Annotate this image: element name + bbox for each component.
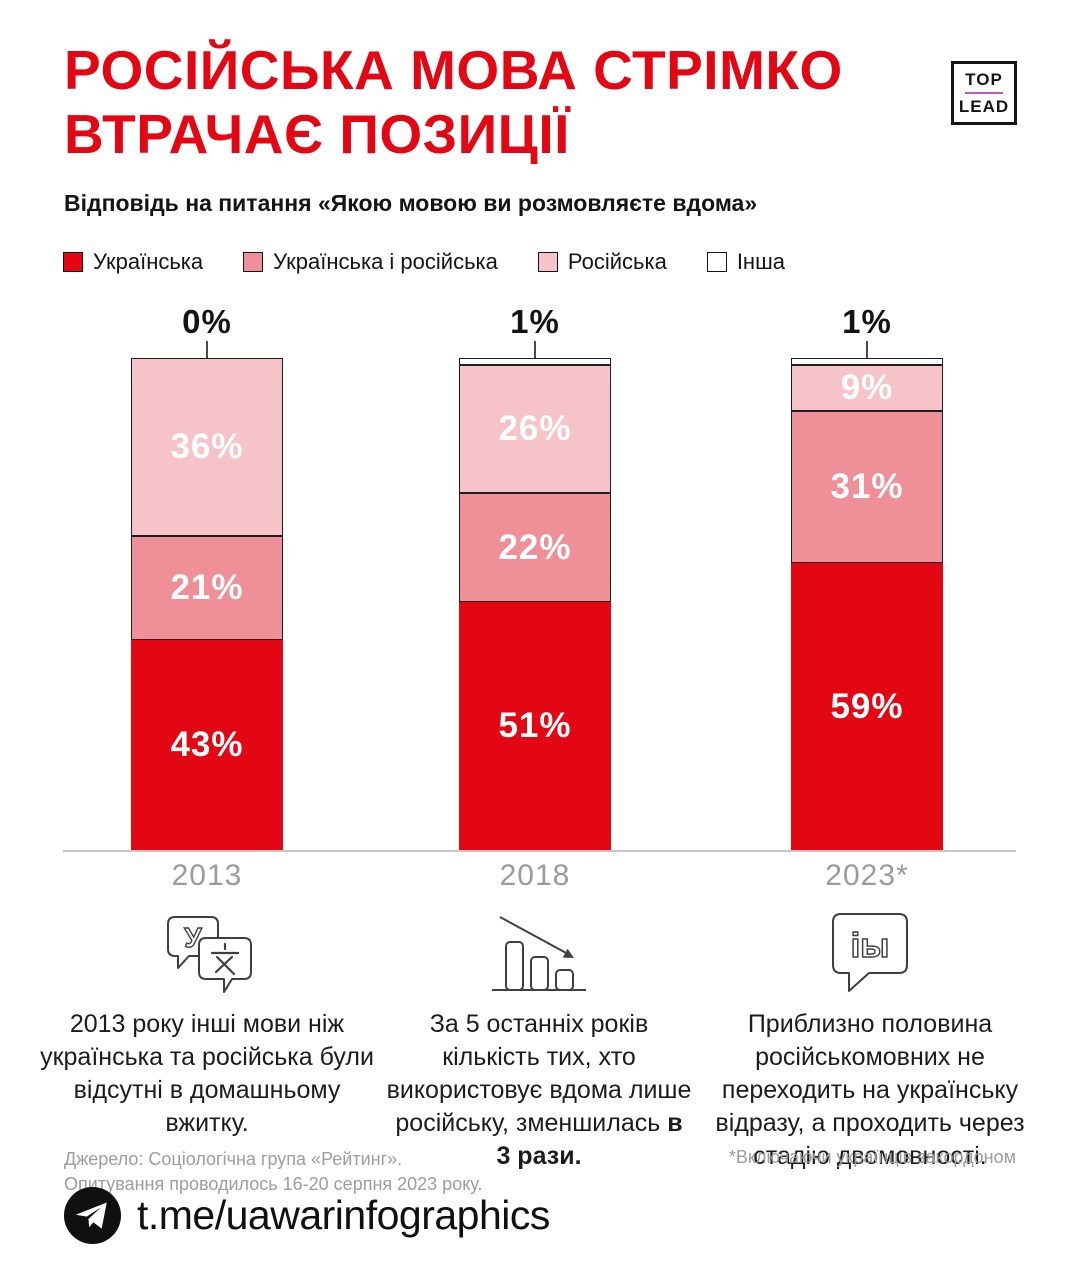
info-block-bilingual: іы Приблизно половина російськомовних не… — [697, 905, 1043, 1173]
title-line-2: ВТРАЧАЄ ПОЗИЦІЇ — [64, 103, 570, 165]
bar-value-label: 31% — [830, 466, 904, 506]
legend-label: Інша — [736, 249, 785, 274]
bar-segment: 26% — [459, 364, 611, 494]
bar-value-label: 22% — [498, 527, 572, 567]
bar-top-label: 1% — [510, 303, 560, 340]
bar-top-label: 0% — [182, 303, 232, 340]
source-line-1: Джерело: Соціологічна група «Рейтинг». — [64, 1149, 403, 1169]
bar-value-label: 9% — [840, 367, 894, 407]
footer: t.me/uawarinfographics — [63, 1186, 550, 1245]
bar-segment: 22% — [459, 493, 611, 603]
bar-segment — [791, 358, 943, 365]
info-text: Приблизно половина російськомовних не пе… — [715, 1010, 1025, 1170]
stacked-bar: 9% 31% 59% — [791, 358, 943, 850]
bar-segment: 51% — [459, 602, 611, 850]
footnote-text: *Включаючи українців закордоном — [728, 1147, 1016, 1167]
bar-top-label: 1% — [842, 303, 892, 340]
info-text: За 5 останніх років кількість тих, хто в… — [386, 1010, 692, 1170]
logo-divider — [965, 92, 1003, 94]
declining-bars-arrow-icon — [385, 905, 693, 997]
bar-segment — [459, 358, 611, 365]
info-block-2013: У 2013 року інші мови ніж українська та … — [40, 905, 374, 1140]
svg-text:іы: іы — [851, 927, 889, 965]
legend-swatch — [63, 252, 83, 272]
bar-segment: 21% — [131, 535, 283, 641]
legend-label: Українська і російська — [273, 249, 498, 274]
year-label: 2013 — [171, 859, 243, 892]
source-line-2: Опитування проводилось 16-20 серпня 2023… — [64, 1174, 483, 1194]
bar-segment: 59% — [791, 563, 943, 850]
stacked-bar: 36% 21% 43% — [131, 358, 283, 851]
legend: Українська Українська і російська Російськ… — [63, 249, 785, 275]
legend-label: Російська — [567, 249, 667, 274]
bar-value-label: 36% — [170, 426, 244, 466]
bar-segment: 9% — [791, 364, 943, 411]
tick-mark — [534, 341, 536, 358]
title-line-1: РОСІЙСЬКА МОВА СТРІМКО — [64, 39, 843, 101]
bar-value-label: 21% — [170, 567, 244, 607]
bar-column: 1% 9% 31% 59% 2023* — [791, 303, 943, 893]
bar-column: 0% 36% 21% 43% 2013 — [131, 303, 283, 893]
legend-item: Українська і російська — [243, 249, 498, 275]
legend-swatch — [706, 252, 727, 272]
legend-item: Інша — [706, 249, 785, 275]
bar-value-label: 26% — [498, 409, 572, 449]
axis-line — [63, 850, 1016, 852]
bilingual-speech-bubble-icon: іы — [697, 905, 1043, 997]
legend-label: Українська — [93, 249, 204, 274]
logo-top-text: TOP — [965, 70, 1003, 89]
bar-value-label: 59% — [830, 686, 904, 726]
info-block-decline: За 5 останніх років кількість тих, хто в… — [385, 905, 693, 1173]
info-text: 2013 року інші мови ніж українська та ро… — [40, 1010, 374, 1137]
bar-segment: 31% — [791, 410, 943, 564]
telegram-icon — [63, 1186, 122, 1245]
stacked-bar: 26% 22% 51% — [459, 358, 611, 850]
chart-subtitle: Відповідь на питання «Якою мовою ви розм… — [64, 190, 758, 216]
tick-mark — [866, 341, 868, 358]
translate-bubbles-icon: У — [40, 905, 374, 997]
bar-column: 1% 26% 22% 51% 2018 — [459, 303, 611, 893]
legend-swatch — [243, 252, 264, 272]
legend-item: Українська — [63, 249, 203, 275]
legend-item: Російська — [537, 249, 667, 275]
toplead-logo: TOP LEAD — [951, 61, 1017, 125]
year-label: 2023* — [825, 859, 909, 892]
logo-lead-text: LEAD — [958, 97, 1010, 116]
tick-mark — [206, 341, 208, 358]
chart-area: 0% 36% 21% 43% 2013 1% 26% 22% 51% 2018 1% 9% 31% 59%… — [63, 303, 1016, 893]
footer-handle-link[interactable]: t.me/uawarinfographics — [137, 1192, 550, 1238]
bar-segment: 36% — [131, 358, 283, 536]
bar-segment: 43% — [131, 640, 283, 851]
legend-swatch — [537, 252, 558, 272]
page-title: РОСІЙСЬКА МОВА СТРІМКО ВТРАЧАЄ ПОЗИЦІЇ — [64, 38, 843, 166]
bar-value-label: 43% — [170, 725, 244, 765]
year-label: 2018 — [499, 859, 571, 892]
bar-value-label: 51% — [498, 706, 572, 746]
source-text: Джерело: Соціологічна група «Рейтинг». О… — [64, 1147, 482, 1197]
